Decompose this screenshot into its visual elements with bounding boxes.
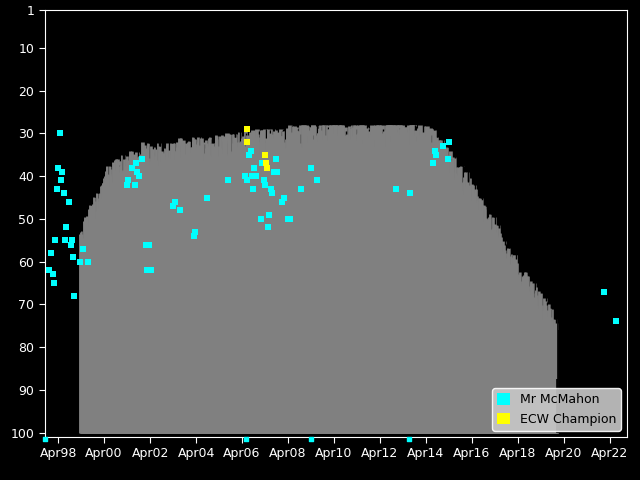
Point	[69, 292, 79, 300]
Point	[131, 159, 141, 167]
Point	[256, 215, 266, 223]
Legend: Mr McMahon, ECW Champion: Mr McMahon, ECW Champion	[492, 388, 621, 431]
Point	[202, 194, 212, 202]
Point	[66, 241, 76, 249]
Point	[64, 198, 74, 206]
Point	[49, 279, 59, 287]
Point	[251, 172, 261, 180]
Point	[263, 224, 273, 231]
Point	[132, 168, 142, 176]
Point	[391, 185, 401, 193]
Point	[190, 228, 200, 236]
Point	[443, 156, 453, 163]
Point	[260, 181, 270, 189]
Point	[428, 159, 438, 167]
Point	[285, 215, 295, 223]
Point	[259, 177, 269, 184]
Point	[75, 258, 85, 265]
Point	[134, 172, 144, 180]
Point	[48, 271, 58, 278]
Point	[431, 151, 442, 159]
Point	[241, 125, 252, 133]
Point	[262, 164, 272, 171]
Point	[141, 241, 151, 249]
Point	[124, 177, 134, 184]
Point	[599, 288, 609, 295]
Point	[277, 198, 287, 206]
Point	[438, 143, 448, 150]
Point	[248, 185, 258, 193]
Point	[272, 168, 282, 176]
Point	[83, 258, 93, 265]
Point	[223, 177, 233, 184]
Point	[259, 151, 269, 159]
Point	[54, 130, 65, 137]
Point	[130, 181, 140, 189]
Point	[257, 159, 268, 167]
Point	[59, 190, 69, 197]
Point	[269, 168, 280, 176]
Point	[50, 237, 60, 244]
Point	[46, 249, 56, 257]
Point	[77, 245, 88, 252]
Point	[142, 266, 152, 274]
Point	[264, 211, 274, 218]
Point	[429, 147, 440, 155]
Point	[296, 185, 306, 193]
Point	[168, 202, 178, 210]
Point	[244, 151, 254, 159]
Point	[240, 172, 250, 180]
Point	[56, 177, 66, 184]
Point	[44, 266, 54, 274]
Point	[144, 241, 154, 249]
Point	[147, 266, 157, 274]
Point	[246, 172, 257, 180]
Point	[175, 206, 186, 214]
Point	[241, 177, 252, 184]
Point	[306, 435, 316, 443]
Point	[246, 147, 256, 155]
Point	[404, 190, 415, 197]
Point	[267, 190, 277, 197]
Point	[312, 177, 322, 184]
Point	[127, 164, 137, 171]
Point	[611, 318, 621, 325]
Point	[243, 138, 253, 146]
Point	[248, 164, 259, 171]
Point	[444, 138, 454, 146]
Point	[61, 224, 72, 231]
Point	[271, 156, 281, 163]
Point	[40, 435, 50, 443]
Point	[57, 168, 67, 176]
Point	[283, 215, 293, 223]
Point	[68, 253, 78, 261]
Point	[241, 435, 251, 443]
Point	[404, 435, 414, 443]
Point	[189, 232, 199, 240]
Point	[170, 198, 180, 206]
Point	[266, 185, 276, 193]
Point	[136, 156, 147, 163]
Point	[53, 164, 63, 171]
Point	[60, 237, 70, 244]
Point	[306, 164, 316, 171]
Point	[279, 194, 289, 202]
Point	[52, 185, 62, 193]
Point	[67, 237, 77, 244]
Point	[122, 181, 132, 189]
Point	[260, 159, 271, 167]
